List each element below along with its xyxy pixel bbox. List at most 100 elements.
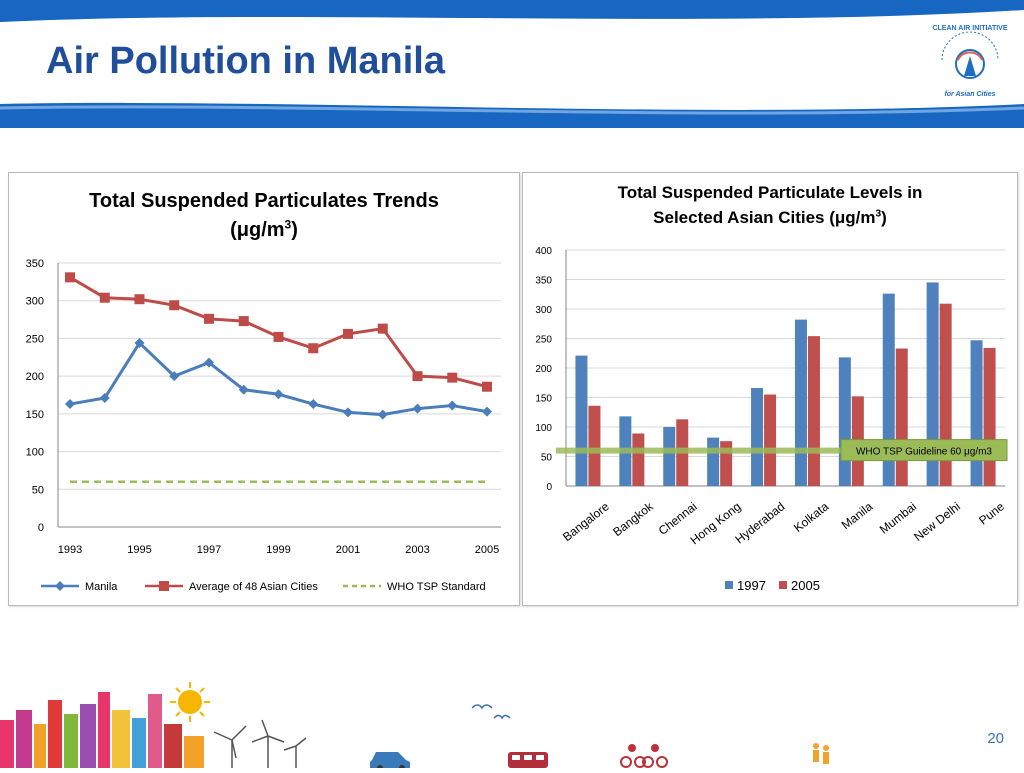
y-tick-label-300: 300 [535,305,552,316]
legend-label-average-of-48-asian-cities: Average of 48 Asian Cities [189,581,318,593]
category-label-bangalore: Bangalore [560,499,612,544]
bar-mumbai-2005 [895,348,908,486]
data-point-average-of-48-asian-cities-2005 [482,381,492,392]
svg-text:CLEAN AIR INITIATIVE: CLEAN AIR INITIATIVE [932,25,1007,32]
data-point-manila-1999 [273,389,284,400]
legend-item-2005: 2005 [779,578,820,593]
data-point-average-of-48-asian-cities-2002 [377,323,388,334]
data-point-manila-1995 [134,337,145,348]
header-bottom-highlight [0,105,1024,115]
bar-kolkata-2005 [807,336,820,486]
wind-turbine-icon [213,719,307,768]
legend-label-2005: 2005 [791,578,820,593]
y-tick-label-200: 200 [26,371,44,383]
bar-bangalore-2005 [588,405,601,486]
data-point-manila-1997 [204,357,214,368]
data-point-average-of-48-asian-cities-1995 [134,294,145,305]
category-label-kolkata: Kolkata [791,499,831,535]
legend-item-average-of-48-asian-cities: Average of 48 Asian Cities [145,581,318,593]
data-point-manila-2000 [308,399,319,410]
data-point-manila-2003 [412,403,423,414]
x-tick-label-2005: 2005 [475,544,499,556]
page-number: 20 [987,730,1004,747]
data-point-average-of-48-asian-cities-1997 [204,313,214,324]
tsp-trends-title-main: Total Suspended Particulates Trends [89,190,439,212]
legend-swatch-1997 [725,581,733,589]
data-point-average-of-48-asian-cities-1998 [238,316,249,327]
bar-new-delhi-1997 [926,282,939,486]
series-line-manila [69,341,488,417]
y-tick-label-100: 100 [26,447,44,459]
slide-header [0,0,1024,130]
legend-label-manila: Manila [85,581,118,593]
tsp-levels-chart-panel: Total Suspended Particulate Levels in Se… [522,172,1018,606]
tsp-levels-bar-chart: 0 50 100 150 200 250 300 350 400 BangaloreBangkok… [535,246,1008,593]
legend-swatch-2005 [779,581,787,589]
y-tick-label-250: 250 [26,333,44,345]
footer-illustration [0,680,1024,771]
data-point-manila-2001 [343,407,353,418]
tsp-levels-chart-title: Total Suspended Particulate Levels in Se… [617,183,923,227]
data-point-average-of-48-asian-cities-2001 [343,328,353,339]
data-point-average-of-48-asian-cities-2003 [412,371,423,382]
svg-text:for Asian Cities: for Asian Cities [944,91,995,98]
sun-icon [170,682,210,722]
tsp-levels-title-line1: Total Suspended Particulate Levels in [617,183,923,202]
x-tick-label-1999: 1999 [266,544,290,556]
bar-chennai-1997 [663,427,676,486]
x-tick-label-2001: 2001 [336,544,360,556]
tsp-trends-line-chart: 0 50 100 150 200 250 300 350 1993 1995 1997 1999 200… [26,258,501,593]
y-tick-label-200: 200 [535,364,552,375]
y-tick-label-350: 350 [535,276,552,287]
y-tick-label-150: 150 [535,394,552,405]
who-guideline-label: WHO TSP Guideline 60 μg/m3 [856,447,992,458]
bus-icon [508,752,548,768]
legend-item-1997: 1997 [725,578,766,593]
bar-pune-1997 [970,340,983,486]
bar-pune-2005 [983,347,996,486]
city-skyline-icon [0,692,204,768]
category-label-manila: Manila [839,499,876,532]
legend-item-manila: Manila [41,581,118,593]
data-point-manila-1996 [169,371,180,382]
data-point-average-of-48-asian-cities-1994 [99,292,110,303]
header-decoration [0,0,1024,128]
category-label-new-delhi: New Delhi [911,499,963,544]
y-tick-label-0: 0 [38,522,44,534]
data-point-average-of-48-asian-cities-1996 [169,300,180,311]
tsp-trends-title-unit: (μg/m [230,219,285,241]
legend-item-who-tsp-standard: WHO TSP Standard [343,581,486,593]
who-guideline-label-box [840,439,1008,462]
category-label-bangkok: Bangkok [610,499,656,539]
category-label-pune: Pune [976,499,1007,527]
slide-title: Air Pollution in Manila [46,40,445,82]
bar-manila-1997 [838,357,851,486]
clean-air-initiative-logo-icon: CLEAN AIR INITIATIVE for Asian Cities [930,20,1010,100]
y-tick-label-350: 350 [26,258,44,270]
tsp-levels-title-line2: Selected Asian Cities (μg/m [653,207,876,227]
legend-marker-manila [55,581,65,591]
data-point-average-of-48-asian-cities-2004 [447,372,458,383]
y-tick-label-50: 50 [541,453,553,464]
y-tick-label-400: 400 [535,246,552,257]
bicycle-icon [620,744,668,768]
x-tick-label-1997: 1997 [197,544,221,556]
footer-art-svg [0,682,829,771]
legend-label-who-tsp-standard: WHO TSP Standard [387,581,486,593]
category-label-hyderabad: Hyderabad [733,499,788,546]
who-guideline-line [556,447,1007,454]
tsp-trends-chart-title: Total Suspended Particulates Trends (μg/… [89,190,439,241]
data-point-manila-1993 [65,399,75,410]
x-tick-label-1995: 1995 [127,544,151,556]
data-point-manila-1998 [238,384,249,395]
data-point-manila-2002 [377,409,388,420]
bird-icon [471,704,511,720]
x-tick-label-2003: 2003 [405,544,429,556]
data-point-average-of-48-asian-cities-2000 [308,343,319,354]
y-tick-label-300: 300 [26,296,44,308]
pedestrian-icon [813,743,829,764]
x-tick-label-1993: 1993 [58,544,82,556]
legend-marker-average-of-48-asian-cities [159,581,169,591]
data-point-manila-2004 [447,400,458,411]
y-tick-label-100: 100 [535,423,552,434]
